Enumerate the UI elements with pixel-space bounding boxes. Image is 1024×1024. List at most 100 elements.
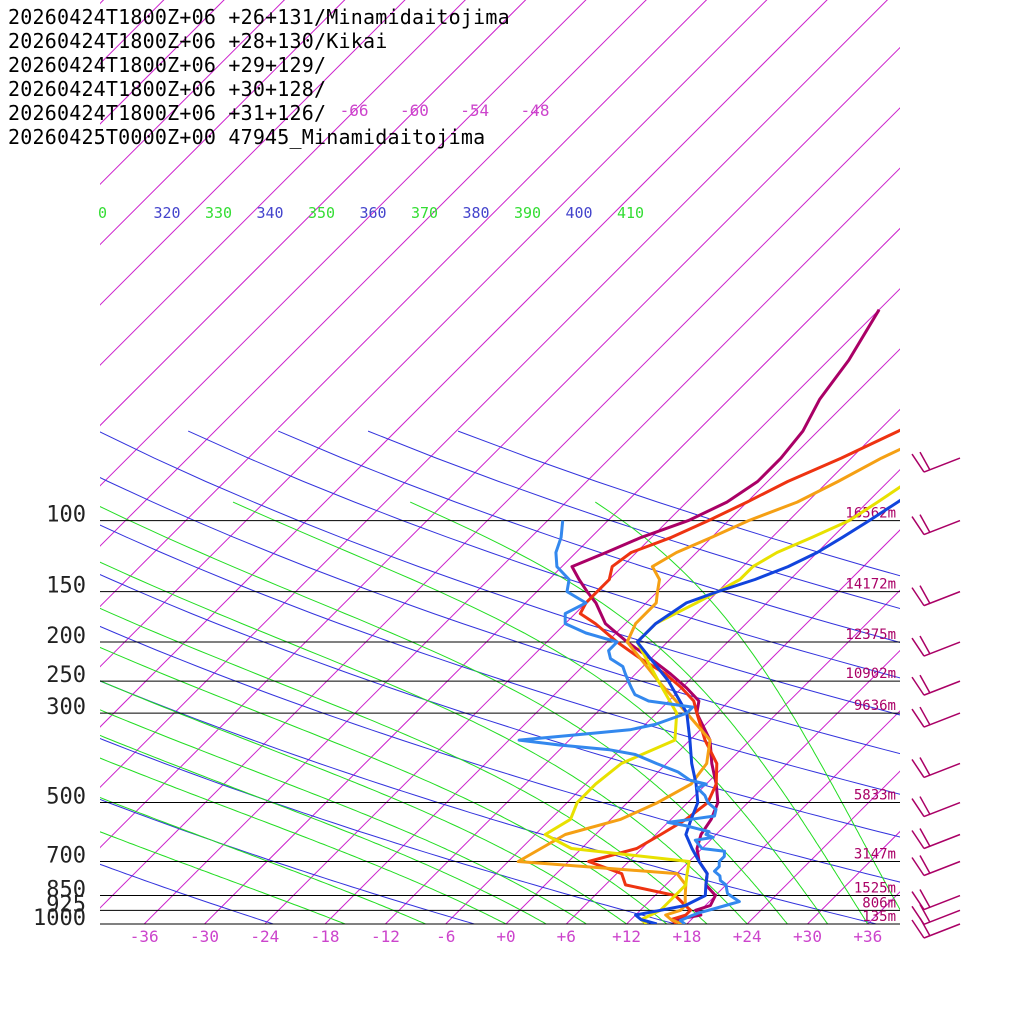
wind-barb-feather	[919, 585, 931, 604]
wind-barb	[911, 917, 961, 939]
legend-entry: 20260424T1800Z+06 +30+128/	[8, 77, 327, 101]
dry-adiabat-line	[100, 625, 900, 883]
pressure-label: 700	[46, 844, 86, 869]
dry-adiabat-line	[100, 798, 477, 924]
wind-barb-feather	[911, 708, 925, 728]
wind-barb	[911, 828, 961, 850]
temperature-tick-label: -12	[371, 927, 400, 946]
moist-adiabat-line	[100, 646, 668, 924]
theta-label: 370	[411, 204, 438, 222]
isotherm-line	[807, 830, 900, 924]
temperature-tick-label: +6	[557, 927, 576, 946]
wind-barb-feather	[911, 676, 925, 696]
temperature-tick-label: -24	[250, 927, 279, 946]
wind-barb	[911, 903, 961, 926]
wind-barb-feather	[919, 855, 931, 874]
dry-adiabat-line	[100, 737, 678, 924]
isotherm-line	[100, 0, 286, 186]
wind-barb-feather	[919, 451, 931, 471]
isotherm-line	[143, 167, 900, 924]
dry-adiabat-lines	[100, 430, 900, 924]
pressure-label: 250	[46, 663, 86, 688]
height-label: 135m	[862, 909, 896, 925]
pressure-label: 850	[46, 878, 86, 903]
wind-barb-feather	[911, 516, 925, 536]
wind-barb	[911, 585, 961, 607]
isotherm-line	[204, 227, 900, 924]
isotherm-top-label: -48	[521, 101, 550, 120]
isotherm-line	[100, 0, 708, 608]
theta-label: 360	[360, 204, 387, 222]
isotherm-line	[385, 408, 900, 924]
moist-adiabat-line	[100, 757, 507, 924]
dry-adiabat-line	[100, 431, 900, 716]
moist-adiabat-line	[100, 831, 346, 924]
temperature-tick-label: +18	[672, 927, 701, 946]
wind-barb-feather	[919, 917, 931, 937]
wind-barb-feather	[919, 828, 931, 847]
wind-barb-feather	[919, 674, 931, 694]
sounding-series-line	[634, 498, 900, 924]
sounding-series-line	[543, 485, 900, 924]
wind-barb	[911, 796, 961, 818]
wind-barbs	[911, 451, 961, 939]
dry-adiabat-line	[100, 863, 275, 924]
height-label: 16562m	[845, 506, 896, 522]
isobar-lines	[100, 520, 900, 925]
isotherm-line	[100, 0, 828, 728]
sounding-series-line	[578, 428, 900, 924]
wind-barb-feather	[911, 857, 925, 876]
dry-adiabat-line	[100, 680, 879, 924]
wind-barb-feather	[919, 796, 931, 815]
height-label: 14172m	[845, 577, 896, 593]
legend-entry: 20260424T1800Z+06 +28+130/Kikai	[8, 29, 388, 53]
isotherm-top-label: -66	[340, 101, 369, 120]
isotherm-line	[264, 288, 900, 924]
pressure-label: 100	[46, 503, 86, 528]
isotherm-top-label: -60	[400, 101, 429, 120]
wind-barb	[911, 706, 961, 728]
wind-barb	[911, 514, 961, 536]
pressure-label: 200	[46, 624, 86, 649]
temperature-tick-label: +36	[853, 927, 882, 946]
legend-entry: 20260424T1800Z+06 +26+131/Minamidaitojim…	[8, 5, 510, 29]
theta-label: 350	[308, 204, 335, 222]
temperature-tick-label: -18	[311, 927, 340, 946]
dry-adiabat-line	[100, 476, 900, 755]
isotherm-line	[324, 348, 900, 924]
sounding-series-line	[517, 520, 741, 924]
isotherm-line	[565, 589, 900, 924]
moist-adiabat-line	[100, 796, 426, 924]
theta-label: 390	[514, 204, 541, 222]
sounding-series-line	[516, 447, 900, 924]
isotherm-line	[686, 710, 900, 924]
height-label: 5833m	[854, 788, 896, 804]
isotherm-line	[100, 0, 346, 246]
height-label: 10902m	[845, 666, 896, 682]
axis-labels: 100 16562m 150 14172m 200 12375m 250 10902m 300 9…	[33, 101, 896, 946]
temperature-tick-label: -30	[190, 927, 219, 946]
wind-barb	[911, 451, 961, 473]
isotherm-line	[100, 0, 587, 487]
isotherm-top-label: -54	[460, 101, 489, 120]
wind-barb	[911, 674, 961, 696]
isotherm-line	[100, 0, 466, 366]
wind-barb-feather	[919, 706, 931, 726]
legend-entry: 20260425T0000Z+00 47945_Minamidaitojima	[8, 125, 486, 149]
theta-label: 380	[463, 204, 490, 222]
moist-adiabat-line	[100, 709, 587, 924]
pressure-label: 925	[46, 892, 86, 917]
isotherm-line	[100, 0, 527, 427]
sounding-series	[516, 308, 900, 924]
wind-barb	[911, 757, 961, 779]
isotherm-line	[100, 46, 900, 849]
wind-barb-feather	[919, 757, 931, 776]
isotherm-line	[100, 0, 647, 547]
isotherm-line	[505, 529, 900, 924]
theta-label: 340	[257, 204, 284, 222]
theta-label: 400	[566, 204, 593, 222]
pressure-label: 150	[46, 574, 86, 599]
temperature-tick-label: +30	[793, 927, 822, 946]
wind-barb-feather	[919, 903, 931, 923]
